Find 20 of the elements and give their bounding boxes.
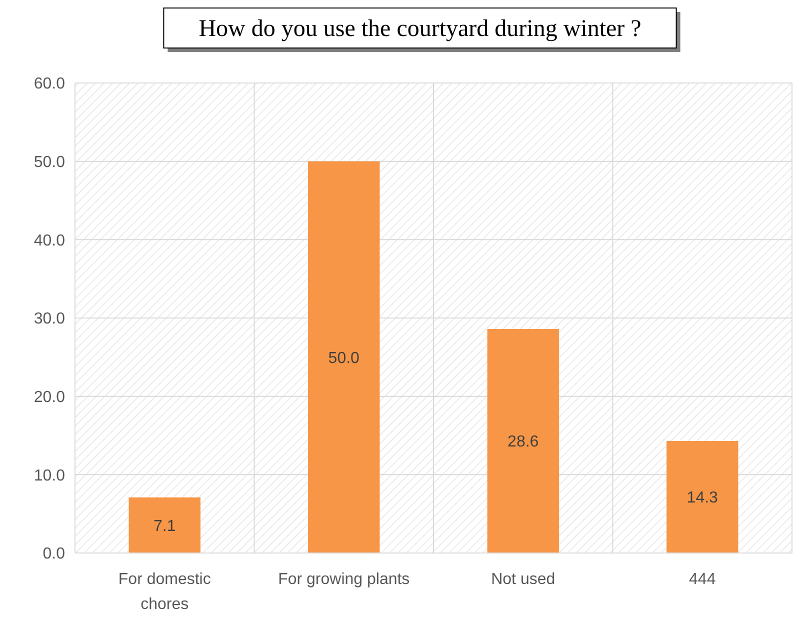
data-label: 50.0: [328, 350, 360, 367]
y-tick-label: 20.0: [34, 388, 66, 406]
bar: [487, 328, 559, 553]
y-tick-label: 0.0: [42, 546, 66, 563]
bar: [128, 497, 200, 553]
y-tick-label: 10.0: [34, 467, 66, 484]
y-tick-label: 50.0: [34, 154, 66, 171]
bar: [666, 440, 738, 553]
x-tick-label: 444: [689, 571, 716, 588]
y-tick-label: 30.0: [34, 310, 66, 328]
x-tick-label: Not used: [491, 571, 556, 588]
y-tick-label: 40.0: [34, 232, 66, 250]
x-tick-label: For growing plants: [278, 571, 410, 588]
x-tick-label: For domestic chores: [118, 571, 211, 613]
bar: [308, 161, 380, 553]
data-label: 28.6: [508, 434, 539, 451]
chart-title: How do you use the courtyard during winter ?: [198, 16, 642, 42]
data-label: 14.3: [686, 490, 718, 507]
y-tick-label: 60.0: [34, 76, 66, 93]
data-label: 7.1: [154, 518, 176, 535]
